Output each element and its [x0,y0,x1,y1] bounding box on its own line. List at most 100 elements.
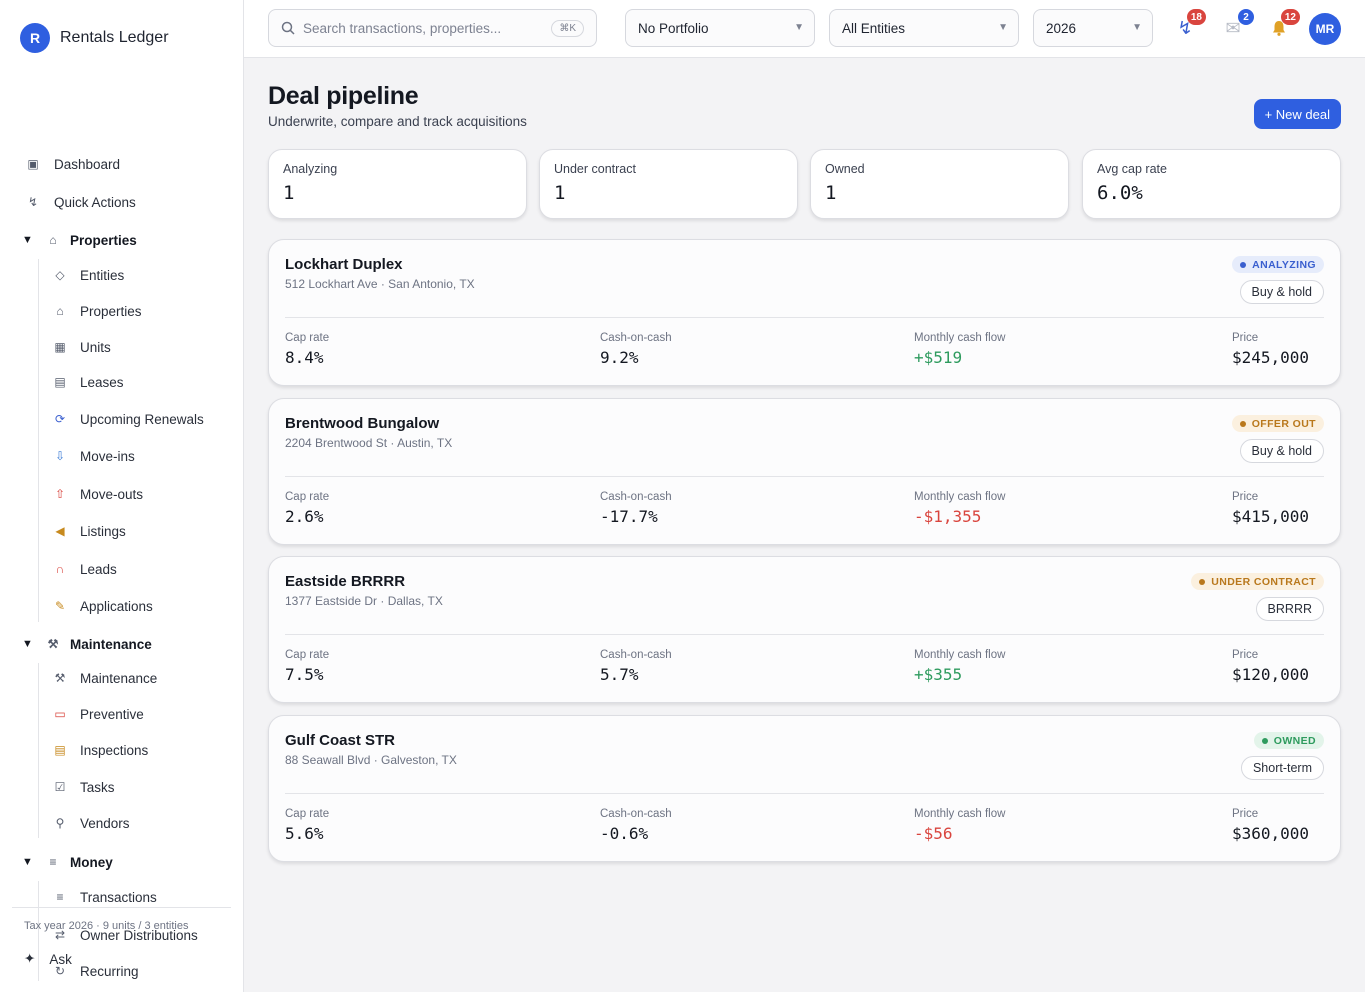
deal-address: 1377 Eastside Dr · Dallas, TX [285,594,443,608]
strategy-tag: Buy & hold [1239,439,1324,463]
notifications-button[interactable]: 12 [1266,9,1300,42]
metric-cap-rate: Cap rate 5.6% [285,808,329,843]
metric-monthly-cash-flow: Monthly cash flow +$519 [914,332,1005,367]
sidebar-item-transactions[interactable]: ≡ Transactions [0,882,243,912]
entities-value: All Entities [842,20,906,36]
user-avatar[interactable]: MR [1309,13,1341,45]
divider [285,634,1324,635]
messages-button[interactable]: ✉ 2 [1220,9,1254,42]
metric-label: Monthly cash flow [914,332,1006,344]
deal-address: 512 Lockhart Ave · San Antonio, TX [285,277,475,291]
sidebar-item-inspections[interactable]: ▤ Inspections [0,735,243,765]
sidebar-item-leads[interactable]: ∩ Leads [0,554,243,584]
sidebar-item-properties[interactable]: ⌂ Properties [0,296,243,326]
brand[interactable]: R Rentals Ledger [0,0,243,76]
sidebar-item-listings[interactable]: ◀ Listings [0,516,243,546]
deal-card[interactable]: Eastside BRRRR 1377 Eastside Dr · Dallas… [268,556,1341,703]
sidebar-item-owner-distributions[interactable]: ⇄ Owner Distributions [0,920,243,950]
sidebar-group-money[interactable]: ▼ ≡ Money [0,847,243,877]
envelope-icon: ✉ [1225,17,1241,38]
entities-select[interactable]: All Entities ▼ [829,9,1019,47]
sidebar-item-dashboard[interactable]: ▣ Dashboard [0,149,243,179]
chevron-down-icon: ▼ [794,22,804,33]
nav-rail [38,881,39,981]
metric-value: -$56 [914,824,953,843]
divider [285,476,1324,477]
sidebar-item-move-outs[interactable]: ⇧ Move-outs [0,479,243,509]
year-value: 2026 [1046,20,1077,36]
status-label: ANALYZING [1252,258,1316,271]
sidebar-item-label: Move-outs [80,486,144,502]
deal-card[interactable]: Brentwood Bungalow 2204 Brentwood St · A… [268,398,1341,545]
portfolio-select[interactable]: No Portfolio ▼ [625,9,815,47]
search-box[interactable]: ⌘K [268,9,597,47]
sidebar-item-units[interactable]: ▦ Units [0,332,243,362]
kpi-row: Analyzing 1 Under contract 1 Owned 1 Avg… [268,149,1341,219]
nav-rail [38,259,39,622]
metric-cap-rate: Cap rate 2.6% [285,491,329,526]
dashboard-icon: ▣ [27,157,39,171]
sidebar-group-maintenance[interactable]: ▼ ⚒ Maintenance [0,629,243,659]
deal-card[interactable]: Gulf Coast STR 88 Seawall Blvd · Galvest… [268,715,1341,862]
metric-label: Price [1232,808,1259,820]
page-title: Deal pipeline [268,82,419,110]
caret-down-icon: ▼ [22,856,33,868]
metric-value: -0.6% [600,824,649,843]
metric-label: Cap rate [285,808,330,820]
sidebar-item-vendors[interactable]: ⚲ Vendors [0,808,243,838]
metric-monthly-cash-flow: Monthly cash flow -$1,355 [914,491,1005,526]
sidebar-item-preventive[interactable]: ▭ Preventive [0,699,243,729]
document-icon: ▤ [54,375,66,389]
sidebar-item-move-ins[interactable]: ⇩ Move-ins [0,441,243,471]
metric-label: Cap rate [285,491,330,503]
chevron-down-icon: ▼ [998,22,1008,33]
chevron-down-icon: ▼ [1132,22,1142,33]
deal-address: 2204 Brentwood St · Austin, TX [285,436,453,450]
metric-price: Price $245,000 [1232,332,1309,367]
divider [285,317,1324,318]
ask-button[interactable]: ✦ Ask [24,948,72,970]
sidebar-item-entities[interactable]: ◇ Entities [0,260,243,290]
topbar: ⌘K No Portfolio ▼ All Entities ▼ 2026 ▼ … [244,0,1365,58]
sidebar-item-label: Dashboard [54,156,121,172]
new-deal-button[interactable]: + New deal [1253,99,1341,129]
sidebar-item-quick-actions[interactable]: ↯ Quick Actions [0,187,243,217]
sidebar-item-maintenance[interactable]: ⚒ Maintenance [0,663,243,693]
status-badge: OFFER OUT [1231,415,1324,432]
activity-badge: 18 [1186,9,1206,25]
sidebar-item-label: Tasks [80,779,115,795]
sidebar-item-label: Listings [80,523,126,539]
year-select[interactable]: 2026 ▼ [1033,9,1153,47]
status-badge: UNDER CONTRACT [1191,573,1324,590]
divider [285,793,1324,794]
deal-name: Brentwood Bungalow [285,415,440,432]
page-subtitle: Underwrite, compare and track acquisitio… [268,114,527,129]
metric-price: Price $120,000 [1232,649,1309,684]
tools-icon: ⚒ [47,637,59,651]
tools-icon: ⚒ [54,671,66,685]
metric-label: Price [1232,491,1259,503]
app-name: Rentals Ledger [60,29,169,46]
strategy-tag: Short-term [1240,756,1324,780]
deal-address: 88 Seawall Blvd · Galveston, TX [285,753,457,767]
strategy-tag: BRRRR [1255,597,1324,621]
sidebar-item-tasks[interactable]: ☑ Tasks [0,772,243,802]
status-dot [1239,420,1246,427]
sidebar-item-upcoming-renewals[interactable]: ⟳ Upcoming Renewals [0,404,243,434]
sidebar: R Rentals Ledger ▣ Dashboard ↯ Quick Act… [0,0,244,992]
sidebar-item-applications[interactable]: ✎ Applications [0,591,243,621]
sidebar-item-label: Recurring [80,964,139,979]
sidebar-item-recurring[interactable]: ↻ Recurring [0,957,243,981]
house-icon: ⌂ [56,304,64,318]
deal-card[interactable]: Lockhart Duplex 512 Lockhart Ave · San A… [268,239,1341,386]
activity-button[interactable]: ↯ 18 [1172,9,1206,42]
search-input[interactable] [303,20,533,36]
search-icon [281,21,295,35]
sidebar-item-leases[interactable]: ▤ Leases [0,367,243,397]
metric-label: Cap rate [285,649,330,661]
metric-cash-on-cash: Cash-on-cash -17.7% [600,491,672,526]
sidebar-group-properties[interactable]: ▼ ⌂ Properties [0,225,243,255]
brand-logo: R [20,23,50,53]
sidebar-item-label: Properties [80,303,142,319]
sidebar-item-label: Leases [80,374,124,390]
